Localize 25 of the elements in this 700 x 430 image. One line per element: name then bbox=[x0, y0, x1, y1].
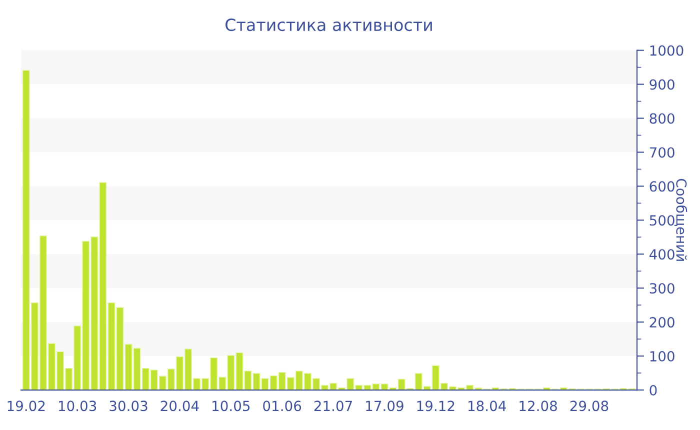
y-tick-label: 500 bbox=[650, 215, 674, 226]
y-tick-label: 600 bbox=[650, 181, 674, 192]
x-tick-label: 19.12 bbox=[417, 400, 454, 412]
y-axis-title: Сообщений bbox=[674, 178, 688, 261]
y-tick-label: 800 bbox=[650, 113, 674, 124]
y-tick-label: 900 bbox=[650, 79, 674, 90]
y-tick-label: 100 bbox=[650, 351, 674, 362]
x-tick-label: 01.06 bbox=[263, 400, 302, 412]
x-tick-label: 21.07 bbox=[314, 400, 352, 412]
chart-title: Статистика активности bbox=[226, 18, 432, 32]
y-tick-label: 0 bbox=[650, 384, 657, 396]
x-tick-label: 20.04 bbox=[160, 400, 199, 412]
x-tick-label: 10.03 bbox=[58, 400, 96, 412]
y-tick-label: 400 bbox=[649, 249, 674, 260]
y-tick-label: 200 bbox=[650, 317, 674, 328]
y-tick-label: 700 bbox=[650, 147, 674, 158]
x-tick-label: 12.08 bbox=[520, 400, 557, 412]
x-tick-label: 29.08 bbox=[570, 400, 608, 412]
y-tick-label: 300 bbox=[650, 283, 674, 294]
x-tick-label: 10.05 bbox=[212, 400, 250, 412]
x-tick-label: 19.02 bbox=[8, 400, 45, 412]
x-tick-label: 18.04 bbox=[468, 400, 506, 412]
y-tick-label: 1000 bbox=[650, 45, 684, 56]
x-tick-label: 30.03 bbox=[110, 400, 148, 412]
x-tick-label: 17.09 bbox=[366, 400, 404, 412]
